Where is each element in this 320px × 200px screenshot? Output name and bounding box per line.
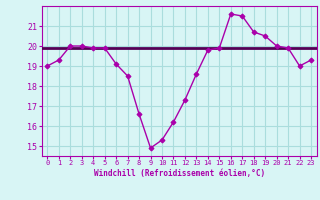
X-axis label: Windchill (Refroidissement éolien,°C): Windchill (Refroidissement éolien,°C) [94, 169, 265, 178]
